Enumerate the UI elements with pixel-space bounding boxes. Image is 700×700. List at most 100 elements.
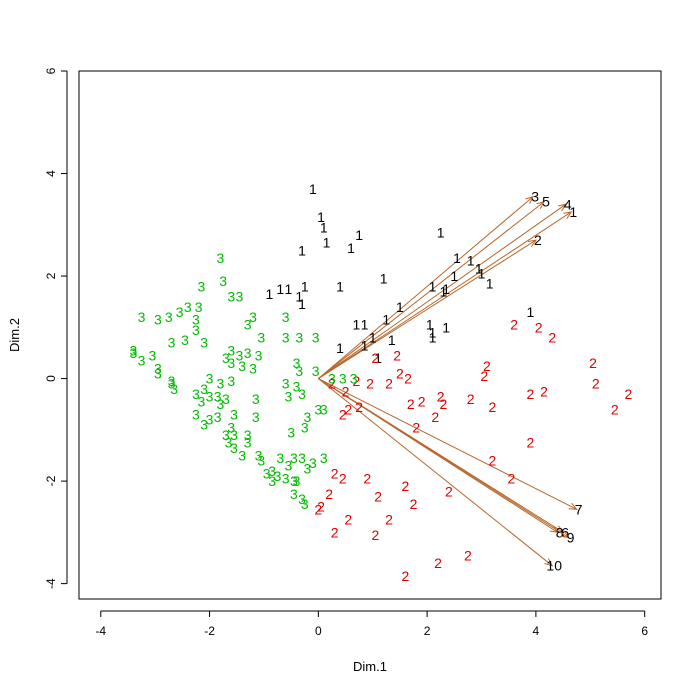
point-group-3: 3 (339, 371, 347, 387)
point-group-3: 3 (252, 409, 260, 425)
point-group-2: 2 (589, 355, 597, 371)
point-group-3: 3 (314, 401, 322, 417)
point-group-3: 3 (206, 412, 214, 428)
point-group-3: 3 (293, 473, 301, 489)
arrow-head-1 (563, 211, 573, 219)
point-group-3: 3 (230, 440, 238, 456)
point-group-3: 3 (301, 496, 309, 512)
point-group-3: 3 (236, 348, 244, 364)
point-group-1: 1 (355, 227, 363, 243)
point-group-1: 1 (295, 289, 303, 305)
point-group-3: 3 (298, 491, 306, 507)
point-group-2: 2 (611, 401, 619, 417)
point-group-2: 2 (434, 555, 442, 571)
arrow-label-9: 9 (567, 529, 575, 545)
arrow-1 (318, 211, 572, 379)
point-group-2: 2 (548, 330, 556, 346)
point-group-3: 3 (227, 289, 235, 305)
point-group-3: 3 (285, 389, 293, 405)
arrow-7 (318, 378, 577, 510)
point-group-2: 2 (353, 373, 361, 389)
point-group-2: 2 (445, 483, 453, 499)
point-group-1: 1 (396, 299, 404, 315)
point-group-2: 2 (540, 383, 548, 399)
arrow-3 (318, 196, 534, 379)
point-group-3: 3 (320, 401, 328, 417)
point-group-2: 2 (418, 394, 426, 410)
point-group-1: 1 (450, 268, 458, 284)
point-group-3: 3 (274, 468, 282, 484)
point-group-2: 2 (440, 396, 448, 412)
point-group-3: 3 (249, 309, 257, 325)
point-group-3: 3 (282, 330, 290, 346)
point-group-1: 1 (527, 304, 535, 320)
point-group-3: 3 (249, 360, 257, 376)
point-group-1: 1 (429, 324, 437, 340)
point-group-2: 2 (372, 350, 380, 366)
point-group-3: 3 (214, 389, 222, 405)
point-group-3: 3 (268, 473, 276, 489)
point-group-3: 3 (206, 371, 214, 387)
point-group-3: 3 (295, 363, 303, 379)
arrow-label-10: 10 (546, 558, 562, 574)
point-group-2: 2 (355, 399, 363, 415)
point-group-3: 3 (244, 345, 252, 361)
point-group-3: 3 (197, 278, 205, 294)
point-group-3: 3 (192, 406, 200, 422)
point-group-3: 3 (170, 381, 178, 397)
point-group-3: 3 (192, 322, 200, 338)
point-group-2: 2 (385, 512, 393, 528)
y-axis: -4 -2 0 2 4 6 (44, 67, 68, 589)
point-group-2: 2 (401, 568, 409, 584)
arrow-head-3 (525, 195, 535, 204)
point-group-1: 1 (475, 260, 483, 276)
point-group-1: 1 (301, 278, 309, 294)
y-axis-label: Dim.2 (7, 318, 22, 352)
point-group-1: 1 (347, 240, 355, 256)
point-group-2: 2 (396, 365, 404, 381)
point-group-3: 3 (268, 463, 276, 479)
point-group-2: 2 (401, 478, 409, 494)
point-group-2: 2 (467, 391, 475, 407)
point-group-3: 3 (298, 386, 306, 402)
point-group-3: 3 (255, 348, 263, 364)
point-group-2: 2 (331, 465, 339, 481)
point-group-3: 3 (263, 465, 271, 481)
point-group-2: 2 (527, 386, 535, 402)
arrow-5 (318, 201, 545, 379)
x-axis: -4 -2 0 2 4 6 (95, 610, 648, 638)
point-group-1: 1 (353, 317, 361, 333)
arrow-head-6 (555, 525, 565, 534)
point-group-2: 2 (464, 547, 472, 563)
point-group-3: 3 (230, 427, 238, 443)
arrow-label-5: 5 (542, 194, 550, 210)
point-group-3: 3 (304, 409, 312, 425)
point-group-1: 1 (285, 281, 293, 297)
point-group-1: 1 (374, 350, 382, 366)
point-group-3: 3 (176, 304, 184, 320)
point-group-3: 3 (200, 335, 208, 351)
x-tick-label: 6 (641, 624, 648, 638)
point-group-1: 1 (426, 317, 434, 333)
point-group-3: 3 (252, 391, 260, 407)
arrow-head-5 (536, 200, 546, 209)
point-group-3: 3 (257, 330, 265, 346)
point-group-1: 1 (467, 253, 475, 269)
point-group-2: 2 (393, 348, 401, 364)
point-group-1: 1 (442, 281, 450, 297)
point-group-3: 3 (255, 447, 263, 463)
point-group-1: 1 (440, 283, 448, 299)
point-group-2: 2 (488, 453, 496, 469)
point-group-3: 3 (282, 309, 290, 325)
point-group-2: 2 (339, 406, 347, 422)
plot-frame (78, 70, 662, 600)
point-group-3: 3 (222, 350, 230, 366)
point-group-1: 1 (429, 330, 437, 346)
point-group-3: 3 (290, 473, 298, 489)
x-tick-label: 4 (533, 624, 540, 638)
point-group-3: 3 (227, 355, 235, 371)
point-group-3: 3 (293, 378, 301, 394)
point-group-1: 1 (486, 276, 494, 292)
point-group-3: 3 (192, 386, 200, 402)
arrow-label-3: 3 (531, 189, 539, 205)
